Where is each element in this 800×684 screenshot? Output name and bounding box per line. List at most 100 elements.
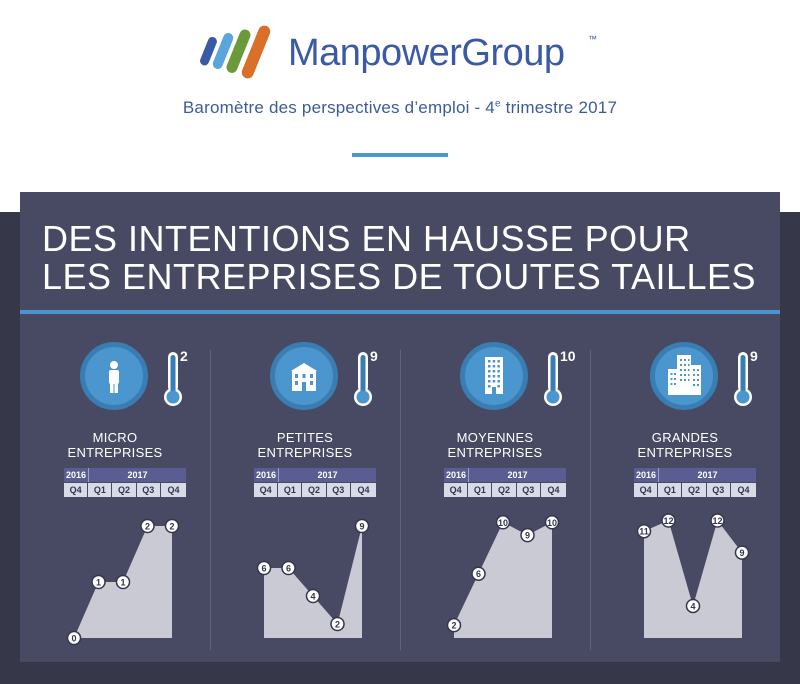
- data-point: 2: [446, 617, 462, 633]
- manpowergroup-logo: ManpowerGroup ™: [200, 22, 620, 82]
- quarter-label: Q4: [64, 483, 88, 497]
- area-chart: 6 6 4 2 9: [210, 502, 400, 662]
- icon-circle: [460, 342, 528, 410]
- data-point: 2: [330, 616, 345, 632]
- subtitle-pre: Baromètre des perspectives d’emploi - 4: [182, 98, 495, 117]
- quarter-label: Q2: [682, 483, 706, 497]
- data-point: 6: [471, 566, 486, 581]
- data-point-marker: [471, 566, 486, 581]
- data-point: 11: [636, 523, 652, 539]
- category-label: MOYENNES ENTREPRISES: [400, 430, 590, 460]
- quarter-label: Q4: [160, 483, 187, 497]
- quarter-table: 2016 2017 Q4 Q1 Q2 Q3 Q4: [64, 468, 187, 497]
- quarter-row: Q4 Q1 Q2 Q3 Q4: [254, 483, 377, 497]
- data-label: 6: [261, 564, 266, 574]
- quarter-label: Q1: [468, 483, 492, 497]
- area-chart: 2 6 10 9 10: [400, 502, 590, 662]
- card-moyennes: 10 MOYENNES ENTREPRISES 2016 2017 Q4 Q1 Q2 Q3…: [400, 330, 590, 662]
- area-chart-svg: 0 1 1 2 2: [66, 518, 180, 646]
- quarter-label: Q4: [254, 483, 278, 497]
- data-point-marker: [330, 616, 345, 632]
- data-label: 4: [690, 601, 695, 611]
- quarter-label: Q3: [326, 483, 350, 497]
- quarter-row: Q4 Q1 Q2 Q3 Q4: [634, 483, 757, 497]
- data-point: 10: [495, 515, 511, 530]
- thermometer-value: 9: [370, 348, 378, 364]
- data-point: 6: [256, 560, 272, 576]
- headline-rule: [20, 310, 780, 314]
- data-label: 1: [120, 578, 125, 588]
- data-point: 0: [66, 630, 82, 646]
- category-label-line-2: ENTREPRISES: [637, 445, 733, 460]
- header: ManpowerGroup ™ Baromètre des perspectiv…: [0, 0, 800, 192]
- data-label: 6: [286, 564, 291, 574]
- column-separator: [400, 350, 401, 650]
- data-point: 1: [91, 574, 106, 590]
- area-chart: 0 1 1 2 2: [20, 502, 210, 662]
- data-point: 9: [354, 518, 370, 534]
- card-grandes: 9 GRANDES ENTREPRISES 2016 2017 Q4 Q1 Q2 Q3 Q4…: [590, 330, 780, 662]
- data-point-marker: [256, 560, 272, 576]
- data-label: 6: [476, 569, 481, 579]
- trademark: ™: [588, 34, 597, 44]
- data-point-marker: [281, 560, 296, 576]
- data-point-marker: [734, 545, 750, 560]
- quarter-label: Q3: [516, 483, 540, 497]
- data-point: 9: [520, 527, 535, 543]
- year-row: 2016 2017: [444, 468, 566, 482]
- category-label: GRANDES ENTREPRISES: [590, 430, 780, 460]
- data-point: 4: [685, 598, 701, 614]
- area-chart-svg: 6 6 4 2 9: [256, 518, 370, 638]
- year-label: 2017: [697, 470, 718, 480]
- column-separator: [210, 350, 211, 650]
- thermometer-shape: [354, 352, 372, 406]
- data-point-marker: [661, 513, 676, 528]
- data-label: 4: [310, 592, 315, 602]
- year-row: 2016 2017: [634, 468, 756, 482]
- thermometer-icon: [353, 350, 373, 413]
- area-chart: 11 12 4 12 9: [590, 502, 780, 662]
- quarter-row: Q4 Q1 Q2 Q3 Q4: [64, 483, 187, 497]
- data-point-marker: [636, 523, 652, 539]
- data-point: 1: [115, 574, 131, 590]
- quarter-label: Q2: [302, 483, 326, 497]
- category-label-line-1: MICRO: [92, 430, 138, 445]
- data-point-marker: [710, 513, 725, 528]
- quarter-label: Q1: [278, 483, 302, 497]
- quarter-label: Q4: [634, 483, 658, 497]
- data-point-marker: [140, 518, 155, 534]
- quarter-label: Q3: [706, 483, 730, 497]
- thermometer-icon: [163, 350, 183, 413]
- data-label: 2: [335, 620, 340, 630]
- header-divider: [352, 153, 448, 157]
- column-separator: [590, 350, 591, 650]
- area-chart-svg: 11 12 4 12 9: [636, 513, 750, 638]
- category-label-line-2: ENTREPRISES: [447, 445, 543, 460]
- category-label-line-2: ENTREPRISES: [67, 445, 163, 460]
- icon-circle: [80, 342, 148, 410]
- data-label: 1: [96, 578, 101, 588]
- quarter-label: Q1: [88, 483, 112, 497]
- data-label: 2: [451, 621, 456, 631]
- year-label: 2016: [444, 468, 469, 482]
- quarter-label: Q2: [112, 483, 136, 497]
- data-label: 2: [145, 522, 150, 532]
- thermometer-icon: [733, 350, 753, 413]
- card-petites: 9 PETITES ENTREPRISES 2016 2017 Q4 Q1 Q2 Q3 Q4…: [210, 330, 400, 662]
- quarter-label: Q4: [444, 483, 468, 497]
- quarter-label: Q1: [658, 483, 682, 497]
- year-label: 2016: [254, 468, 279, 482]
- data-label: 9: [739, 548, 744, 558]
- data-label: 12: [663, 516, 673, 526]
- main-panel: DES INTENTIONS EN HAUSSE POUR LES ENTREP…: [20, 192, 780, 662]
- thermometer-shape: [164, 352, 182, 406]
- data-point: 10: [544, 515, 560, 530]
- category-label: MICRO ENTREPRISES: [20, 430, 210, 460]
- year-label: 2017: [317, 470, 338, 480]
- category-label-line-1: GRANDES: [651, 430, 719, 445]
- thermometer-value: 10: [560, 348, 576, 364]
- data-label: 12: [712, 516, 722, 526]
- data-label: 11: [639, 527, 649, 537]
- year-label: 2017: [507, 470, 528, 480]
- data-point-marker: [446, 617, 462, 633]
